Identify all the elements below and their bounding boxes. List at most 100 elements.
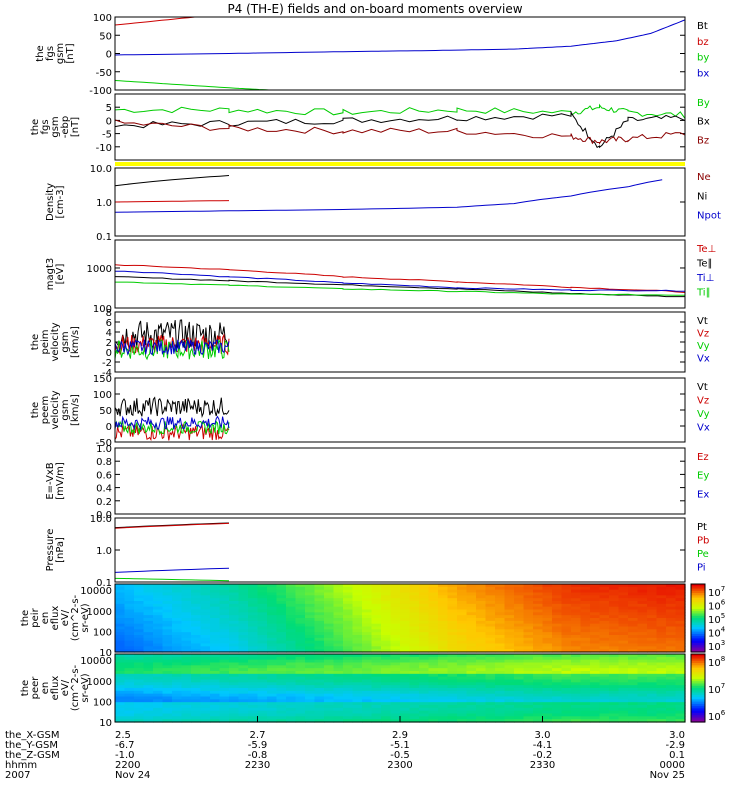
spectrogram-cell [371,690,382,695]
series-Pe [114,577,230,582]
spectrogram-cell [647,649,658,653]
colorbar-cell [691,613,705,617]
colorbar-cell [691,595,705,599]
spectrogram-cell [656,702,667,706]
spectrogram-cell [153,671,164,675]
spectrogram-cell [561,626,572,630]
spectrogram-cell [362,637,373,642]
spectrogram-cell [200,696,211,700]
spectrogram-cell [533,618,544,622]
spectrogram-cell [267,598,278,602]
spectrogram-cell [504,707,515,712]
spectrogram-cell [229,690,240,695]
spectrogram-cell [229,671,240,675]
spectrogram-cell [457,586,468,591]
spectrogram-cell [409,719,420,723]
spectrogram-cell [238,656,249,661]
spectrogram-cell [219,668,230,672]
spectrogram-cell [333,685,344,689]
spectrogram-cell [580,623,591,628]
spectrogram-cell [181,671,192,675]
spectrogram-cell [200,623,211,628]
spectrogram-cell [637,612,648,616]
spectrogram-cell [115,620,126,625]
spectrogram-cell [647,668,658,672]
spectrogram-cell [438,643,449,647]
spectrogram-cell [210,707,221,712]
spectrogram-cell [637,673,648,678]
series-Vt [114,396,230,419]
spectrogram-cell [115,586,126,591]
spectrogram-cell [504,690,515,695]
spectrogram-cell [333,713,344,717]
spectrogram-cell [324,649,335,653]
spectrogram-cell [400,696,411,700]
spectrogram-cell [219,662,230,666]
spectrogram-cell [485,699,496,703]
spectrogram-cell [457,620,468,625]
spectrogram-cell [191,612,202,616]
spectrogram-cell [504,646,515,650]
spectrogram-cell [295,601,306,605]
spectrogram-cell [476,690,487,695]
spectrogram-cell [590,659,601,664]
spectrogram-cell [590,632,601,636]
spectrogram-cell [542,710,553,715]
colorbar-frame [690,583,706,653]
spectrogram-cell [447,612,458,616]
spectrogram-cell [276,623,287,628]
spectrogram-cell [143,671,154,675]
spectrogram-cell [115,702,126,706]
spectrogram-cell [438,603,449,608]
spectrogram-cell [504,584,515,588]
spectrogram-cell [656,620,667,625]
spectrogram-cell [305,671,316,675]
spectrogram-cell [523,696,534,700]
spectrogram-cell [409,713,420,717]
spectrogram-cell [447,682,458,686]
spectrogram-cell [200,716,211,720]
spectrogram-cell [267,635,278,639]
spectrogram-cell [390,643,401,647]
spectrogram-cell [276,676,287,681]
spectrogram-cell [371,671,382,675]
spectrogram-cell [571,598,582,602]
spectrogram-cell [257,707,268,712]
spectrogram-cell [257,640,268,645]
spectrogram-cell [143,640,154,645]
spectrogram-cell [466,656,477,661]
spectrogram-cell [409,705,420,709]
legend-Ti∥: Ti∥ [696,288,711,299]
spectrogram-cell [343,679,354,683]
spectrogram-cell [409,646,420,650]
spectrogram-cell [229,699,240,703]
spectrogram-cell [609,713,620,717]
spectrogram-cell [210,623,221,628]
spectrogram-cell [352,693,363,698]
spectrogram-cell [552,719,563,723]
spectrogram-cell [343,635,354,639]
spectrogram-cell [257,598,268,602]
spectrogram-cell [343,671,354,675]
spectrogram-cell [495,606,506,611]
spectrogram-cell [495,649,506,653]
spectrogram-cell [381,668,392,672]
spectrogram-cell [172,713,183,717]
spectrogram-cell [466,598,477,602]
spectrogram-cell [295,589,306,594]
spectrogram-cell [628,595,639,599]
spectrogram-cell [286,586,297,591]
spectrogram-cell [552,682,563,686]
spectrogram-cell [476,612,487,616]
spectrogram-cell [314,662,325,666]
spectrogram-cell [647,702,658,706]
spectrogram-cell [276,671,287,675]
spectrogram-cell [219,659,230,664]
spectrogram-cell [466,707,477,712]
spectrogram-cell [476,601,487,605]
spectrogram-cell [191,635,202,639]
spectrogram-cell [533,676,544,681]
spectrogram-cell [333,702,344,706]
y-tick-label: 10 [99,648,112,659]
spectrogram-cell [276,586,287,591]
